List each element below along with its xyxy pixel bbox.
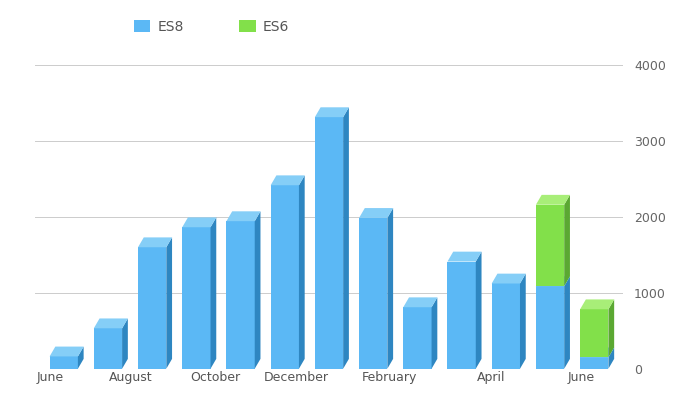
Polygon shape bbox=[564, 276, 570, 369]
Polygon shape bbox=[536, 286, 564, 369]
Polygon shape bbox=[359, 208, 393, 218]
Polygon shape bbox=[271, 176, 304, 185]
Polygon shape bbox=[211, 217, 216, 369]
Polygon shape bbox=[476, 252, 482, 369]
Polygon shape bbox=[138, 247, 167, 369]
Polygon shape bbox=[491, 274, 526, 284]
Polygon shape bbox=[580, 300, 614, 309]
Polygon shape bbox=[50, 347, 83, 357]
Polygon shape bbox=[580, 309, 608, 357]
Polygon shape bbox=[536, 276, 570, 286]
Polygon shape bbox=[255, 211, 260, 369]
Polygon shape bbox=[226, 211, 260, 221]
Polygon shape bbox=[167, 238, 172, 369]
Polygon shape bbox=[580, 347, 614, 357]
Polygon shape bbox=[536, 195, 570, 205]
Polygon shape bbox=[299, 176, 304, 369]
Polygon shape bbox=[182, 217, 216, 227]
Polygon shape bbox=[343, 107, 349, 369]
Polygon shape bbox=[608, 300, 614, 357]
Polygon shape bbox=[122, 318, 128, 369]
Polygon shape bbox=[432, 297, 438, 369]
Polygon shape bbox=[387, 208, 393, 369]
Polygon shape bbox=[564, 195, 570, 286]
Polygon shape bbox=[403, 297, 438, 307]
Polygon shape bbox=[536, 205, 564, 286]
Polygon shape bbox=[94, 328, 122, 369]
Polygon shape bbox=[315, 107, 349, 117]
Polygon shape bbox=[78, 347, 83, 369]
Polygon shape bbox=[403, 307, 432, 369]
Polygon shape bbox=[138, 238, 172, 247]
Polygon shape bbox=[580, 357, 608, 369]
Legend: ES8, ES6: ES8, ES6 bbox=[130, 16, 293, 38]
Polygon shape bbox=[182, 227, 211, 369]
Polygon shape bbox=[359, 218, 387, 369]
Polygon shape bbox=[447, 252, 482, 261]
Polygon shape bbox=[608, 347, 614, 369]
Polygon shape bbox=[94, 318, 128, 328]
Polygon shape bbox=[226, 221, 255, 369]
Polygon shape bbox=[520, 274, 526, 369]
Polygon shape bbox=[491, 284, 520, 369]
Polygon shape bbox=[447, 261, 476, 369]
Polygon shape bbox=[50, 357, 78, 369]
Polygon shape bbox=[271, 185, 299, 369]
Polygon shape bbox=[315, 117, 343, 369]
